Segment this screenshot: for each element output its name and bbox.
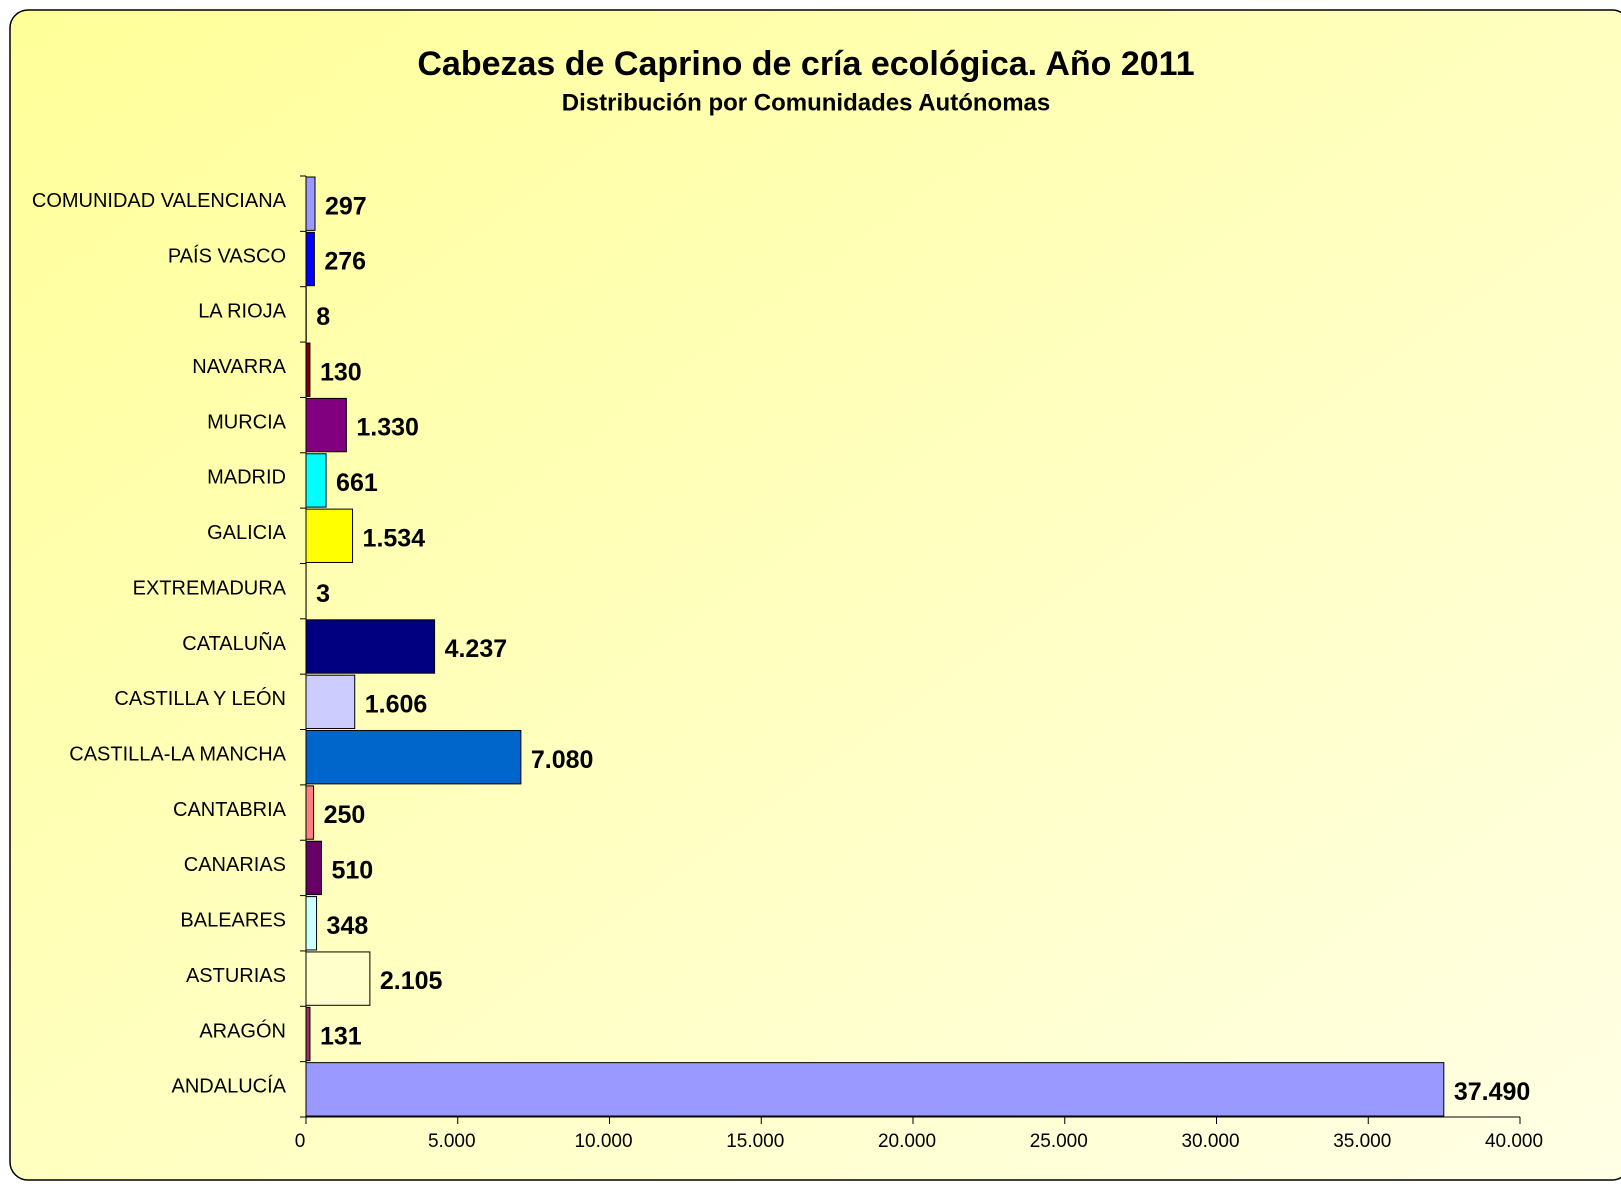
value-label: 661: [336, 469, 378, 497]
x-tick-label: 0: [295, 1131, 306, 1152]
bar: [306, 897, 317, 950]
y-tick-label: MADRID: [207, 467, 286, 489]
y-tick-label: LA RIOJA: [198, 301, 286, 323]
x-tick-label: 15.000: [726, 1131, 784, 1152]
x-tick-label: 25.000: [1030, 1131, 1088, 1152]
y-tick-label: CANARIAS: [184, 854, 286, 876]
value-label: 4.237: [445, 635, 508, 663]
x-tick-label: 40.000: [1485, 1131, 1543, 1152]
bar: [306, 1007, 310, 1060]
bar: [306, 1063, 1444, 1116]
y-tick-label: CASTILLA Y LEÓN: [114, 687, 286, 710]
x-tick-label: 30.000: [1181, 1131, 1239, 1152]
bar: [306, 675, 355, 728]
y-tick-label: CATALUÑA: [182, 631, 286, 655]
x-tick-label: 5.000: [428, 1131, 476, 1152]
value-label: 1.330: [356, 414, 419, 442]
y-tick-label: CASTILLA-LA MANCHA: [69, 743, 286, 765]
y-tick-label: ANDALUCÍA: [172, 1075, 287, 1098]
y-tick-label: EXTREMADURA: [133, 577, 287, 599]
y-tick-label: NAVARRA: [192, 356, 286, 378]
x-tick-label: 20.000: [878, 1131, 936, 1152]
bar: [306, 731, 521, 784]
bar: [306, 841, 321, 894]
bar: [306, 509, 353, 562]
y-tick-label: CANTABRIA: [173, 799, 287, 821]
y-tick-label: GALICIA: [207, 522, 287, 544]
value-label: 276: [324, 248, 366, 276]
value-label: 130: [320, 358, 362, 386]
y-tick-label: ARAGÓN: [199, 1019, 286, 1042]
y-tick-label: PAÍS VASCO: [168, 244, 286, 267]
chart-subtitle: Distribución por Comunidades Autónomas: [562, 89, 1050, 116]
bar: [306, 398, 346, 451]
bar: [306, 786, 314, 839]
value-label: 37.490: [1454, 1078, 1530, 1106]
chart-title: Cabezas de Caprino de cría ecológica. Añ…: [417, 45, 1194, 83]
y-tick-label: MURCIA: [207, 411, 287, 433]
x-tick-label: 35.000: [1333, 1131, 1391, 1152]
x-tick-label: 10.000: [574, 1131, 632, 1152]
bar: [306, 952, 370, 1005]
value-label: 297: [325, 192, 367, 220]
value-label: 510: [331, 857, 373, 885]
value-label: 1.534: [363, 524, 426, 552]
value-label: 348: [327, 912, 369, 940]
value-label: 1.606: [365, 690, 428, 718]
y-tick-label: BALEARES: [180, 910, 286, 932]
value-label: 7.080: [531, 746, 594, 774]
value-label: 131: [320, 1023, 362, 1051]
bar: [306, 343, 310, 396]
value-label: 2.105: [380, 967, 443, 995]
value-label: 8: [316, 303, 330, 331]
y-tick-label: COMUNIDAD VALENCIANA: [32, 190, 287, 212]
value-label: 250: [324, 801, 366, 829]
value-label: 3: [316, 580, 330, 608]
bar: [306, 620, 435, 673]
bar: [306, 454, 326, 507]
y-tick-label: ASTURIAS: [186, 965, 286, 987]
bar: [306, 232, 314, 285]
bar: [306, 177, 315, 230]
